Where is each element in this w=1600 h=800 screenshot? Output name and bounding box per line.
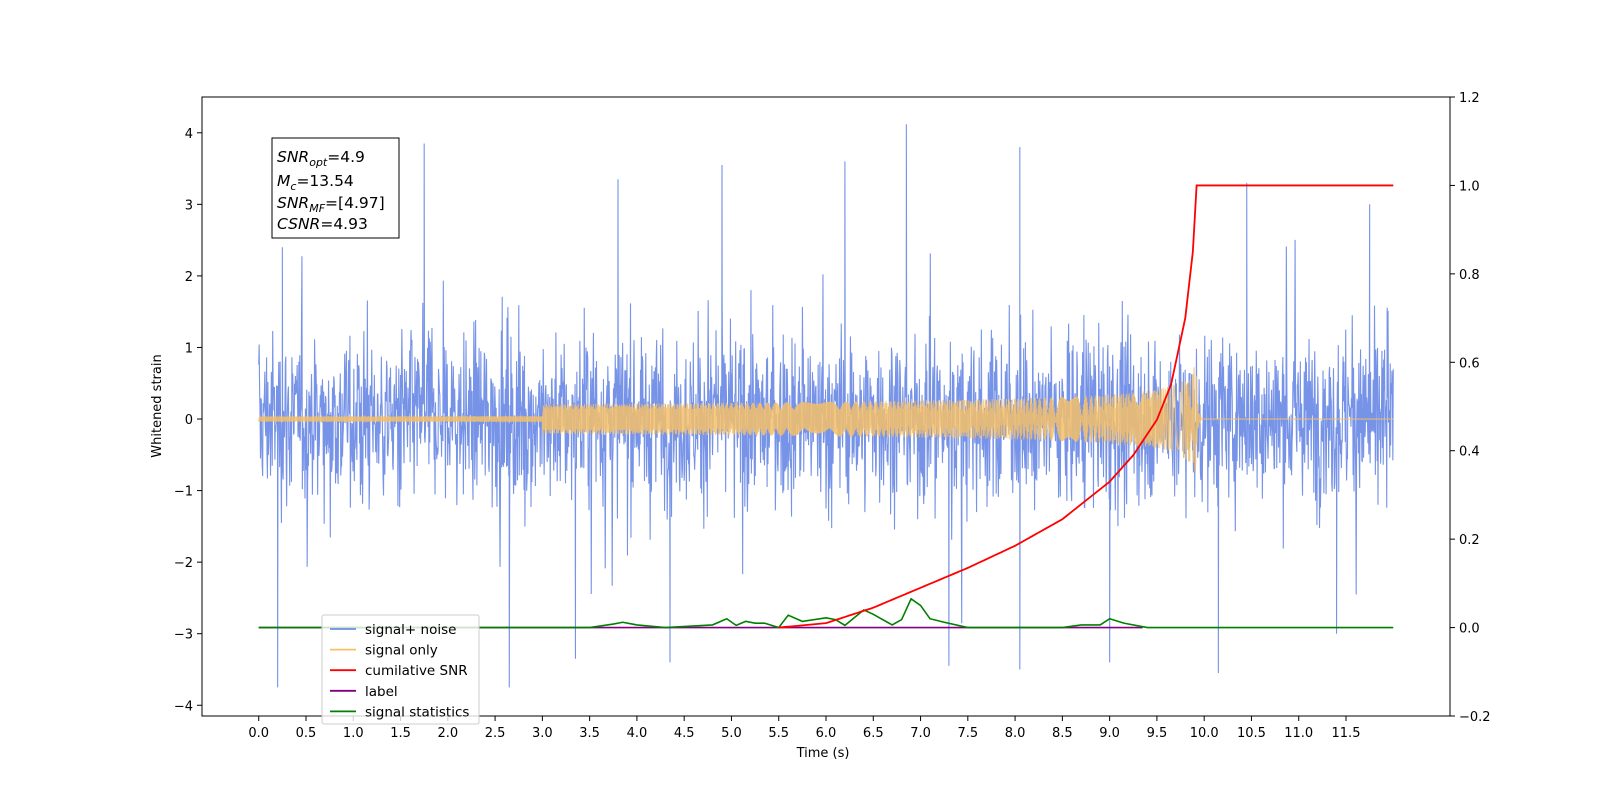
x-axis-label: Time (s): [796, 746, 850, 761]
x-tick-label: 6.0: [816, 726, 837, 741]
x-tick-label: 8.0: [1005, 726, 1026, 741]
x-tick-label: 1.5: [390, 726, 411, 741]
x-tick-label: 2.5: [485, 726, 506, 741]
series-signal-only-line: [258, 367, 1394, 473]
annotation-chirp-mass: Mc=13.54: [277, 172, 354, 193]
y-right-tick-label: 0.6: [1459, 356, 1480, 371]
legend: signal+ noise signal only cumilative SNR la…: [321, 614, 480, 725]
x-tick-label: 4.5: [674, 726, 695, 741]
annotation-box: [271, 137, 400, 239]
series-signal-noise-line: [258, 124, 1394, 688]
legend-item-label: signal only: [365, 643, 438, 659]
x-tick-label: 10.0: [1190, 726, 1219, 741]
x-tick-label: 1.0: [343, 726, 364, 741]
y-right-tick-label: 1.0: [1459, 179, 1480, 194]
x-tick-label: 9.5: [1147, 726, 1168, 741]
y-axis-right: 1.2 1.0 0.8 0.6 0.4 0.2 0.0 −0.2: [1450, 91, 1491, 725]
x-tick-label: 10.5: [1237, 726, 1266, 741]
series-signal-statistics-line: [258, 597, 1394, 629]
x-tick-label: 4.0: [627, 726, 648, 741]
y-left-tick-label: −4: [174, 699, 193, 714]
y-left-tick-label: −1: [174, 485, 193, 500]
y-left-tick-label: 3: [185, 198, 193, 213]
legend-item-label: signal+ noise: [365, 622, 456, 638]
y-axis-label: Whitened strain: [150, 354, 165, 457]
y-left-tick-label: 4: [185, 127, 193, 142]
x-tick-label: 8.5: [1052, 726, 1073, 741]
stats-annotation: SNRopt=4.9 Mc=13.54 SNRMF=[4.97] CSNR=4.…: [271, 137, 400, 239]
x-tick-label: 0.5: [296, 726, 317, 741]
x-tick-label: 5.5: [768, 726, 789, 741]
y-axis-left: 4 3 2 1 0 −1 −2 −3 −4: [174, 127, 202, 714]
x-tick-label: 2.0: [437, 726, 458, 741]
x-tick-label: 6.5: [863, 726, 884, 741]
y-right-tick-label: 0.0: [1459, 622, 1480, 637]
annotation-snr-opt: SNRopt=4.9: [277, 148, 365, 169]
x-tick-label: 5.0: [721, 726, 742, 741]
legend-box: [321, 614, 480, 725]
y-left-tick-label: −2: [174, 556, 193, 571]
y-right-tick-label: 0.8: [1459, 268, 1480, 283]
x-tick-label: 9.0: [1099, 726, 1120, 741]
y-left-tick-label: 0: [185, 413, 193, 428]
x-axis: 0.0 0.5 1.0 1.5 2.0 2.5 3.0 3.5 4.0 4.5 5.0 5.5 6.0 6…: [248, 716, 1360, 741]
legend-item-label: signal statistics: [365, 704, 469, 720]
y-right-tick-label: 1.2: [1459, 91, 1480, 106]
x-tick-label: 7.0: [910, 726, 931, 741]
annotation-csnr: CSNR=4.93: [277, 215, 368, 233]
x-tick-label: 11.5: [1332, 726, 1361, 741]
annotation-snr-mf: SNRMF=[4.97]: [277, 194, 385, 215]
x-tick-label: 3.5: [579, 726, 600, 741]
y-left-tick-label: 1: [185, 341, 193, 356]
y-right-tick-label: 0.2: [1459, 533, 1480, 548]
x-tick-label: 7.5: [957, 726, 978, 741]
series-cumulative-snr-line: [778, 184, 1394, 629]
y-left-tick-label: 2: [185, 270, 193, 285]
x-tick-label: 0.0: [248, 726, 269, 741]
y-right-tick-label: 0.4: [1459, 445, 1480, 460]
x-tick-label: 3.0: [532, 726, 553, 741]
y-left-tick-label: −3: [174, 628, 193, 643]
y-right-tick-label: −0.2: [1459, 710, 1491, 725]
x-tick-label: 11.0: [1284, 726, 1313, 741]
legend-item-label: label: [365, 684, 398, 700]
legend-item-label: cumilative SNR: [365, 663, 468, 679]
